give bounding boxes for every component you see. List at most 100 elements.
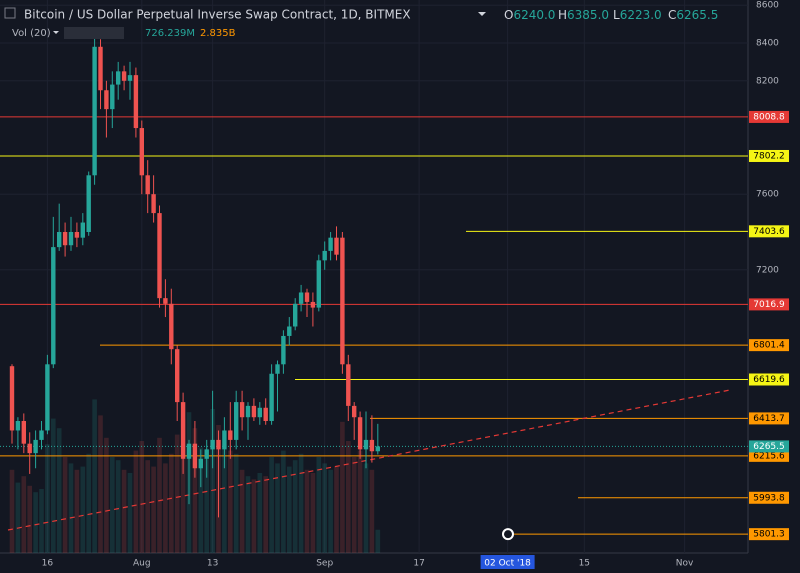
candle-body xyxy=(45,364,50,431)
volume-bar xyxy=(33,492,38,553)
volume-bar xyxy=(39,489,44,553)
volume-ma: 2.835B xyxy=(200,28,236,39)
candle-body xyxy=(216,439,221,450)
volume-dropdown[interactable] xyxy=(53,31,59,34)
x-tick-label: 17 xyxy=(413,559,424,569)
candle-body xyxy=(57,231,62,248)
candle-body xyxy=(363,439,369,450)
volume-bar xyxy=(287,466,292,553)
candle-body xyxy=(263,407,268,422)
x-tick-label: 02 Oct '18 xyxy=(484,559,531,569)
volume-bar xyxy=(263,476,268,553)
x-tick-label: Aug xyxy=(133,559,151,569)
volume-bar xyxy=(169,453,174,553)
volume-bar xyxy=(245,476,251,553)
volume-bar xyxy=(340,421,345,553)
volume-bar xyxy=(51,418,56,553)
volume-bar xyxy=(62,457,68,553)
ohlc-item: O6240.0 xyxy=(504,8,555,22)
candle-body xyxy=(245,405,251,418)
candle-body xyxy=(110,84,115,110)
volume-bar xyxy=(210,409,215,553)
volume-bar xyxy=(281,450,286,553)
candle-body xyxy=(322,250,327,261)
candle-body xyxy=(157,213,162,299)
volume-bar xyxy=(27,485,32,553)
candle-body xyxy=(357,417,363,450)
candle-body xyxy=(204,449,209,459)
volume-bar xyxy=(257,473,263,553)
candle-body xyxy=(68,231,74,246)
ohlc-value: 6223.0 xyxy=(620,8,662,22)
volume-bar xyxy=(251,479,257,553)
candle-body xyxy=(293,303,298,327)
x-tick-label: 16 xyxy=(42,559,54,569)
candle-body xyxy=(9,366,15,431)
level-label-box xyxy=(749,449,789,462)
candle-body xyxy=(186,443,192,459)
level-label-box xyxy=(749,412,789,425)
level-label: 6413.7 xyxy=(753,414,785,424)
symbol-dropdown[interactable] xyxy=(478,12,486,16)
volume-bar xyxy=(133,450,139,553)
volume-buttons[interactable] xyxy=(64,27,124,39)
volume-bar xyxy=(9,469,15,553)
candle-body xyxy=(169,303,174,350)
ohlc-key: C xyxy=(668,8,676,22)
volume-bar xyxy=(180,418,186,553)
volume-value: 726.239M xyxy=(145,28,195,39)
volume-bar xyxy=(322,463,327,553)
volume-bar xyxy=(222,444,227,553)
volume-bar xyxy=(239,469,245,553)
level-label: 7802.2 xyxy=(753,151,785,161)
volume-bar xyxy=(198,447,204,553)
ohlc-item: C6265.5 xyxy=(668,8,718,22)
volume-bar xyxy=(56,428,62,553)
candle-body xyxy=(210,439,215,450)
y-tick-label: 8400 xyxy=(756,38,779,48)
y-tick-label: 7600 xyxy=(756,190,779,200)
candle-body xyxy=(51,247,56,365)
candle-body xyxy=(21,421,26,444)
candle-body xyxy=(86,175,91,232)
y-tick-label: 8200 xyxy=(756,76,779,86)
ohlc-value: 6240.0 xyxy=(513,8,555,22)
level-label-box xyxy=(749,298,789,311)
level-label: 6215.6 xyxy=(753,451,785,461)
collapse-icon[interactable] xyxy=(4,7,16,19)
volume-bar xyxy=(86,453,91,553)
volume-bar xyxy=(233,453,239,553)
candle-body xyxy=(298,292,304,304)
volume-bar xyxy=(269,457,274,553)
x-tick-label: Nov xyxy=(676,559,694,569)
ohlc-item: L6223.0 xyxy=(613,8,662,22)
candle-body xyxy=(163,298,168,304)
volume-bar xyxy=(15,482,21,553)
level-label-box xyxy=(749,149,789,162)
ohlc-key: H xyxy=(558,8,567,22)
candle-body xyxy=(239,402,245,418)
candle-body xyxy=(104,90,109,110)
candles xyxy=(9,27,380,518)
last-price-label: 6265.5 xyxy=(753,442,785,452)
volume-bar xyxy=(157,437,162,553)
level-label: 7016.9 xyxy=(753,300,785,310)
volume-bar xyxy=(92,399,97,553)
candle-body xyxy=(316,260,321,308)
candle-body xyxy=(352,405,357,418)
volume-bar xyxy=(139,441,145,553)
volume-bar xyxy=(145,460,150,553)
candle-body xyxy=(310,301,316,308)
volume-bar xyxy=(292,460,298,553)
candle-body xyxy=(39,430,44,440)
ohlc-value: 6265.5 xyxy=(676,8,718,22)
volume-bar xyxy=(304,469,310,553)
last-price-box xyxy=(749,440,789,453)
levels xyxy=(0,116,748,541)
volume-bar xyxy=(204,457,209,553)
candle-body xyxy=(228,430,233,440)
volume-bar xyxy=(151,466,156,553)
candle-body xyxy=(92,46,97,176)
